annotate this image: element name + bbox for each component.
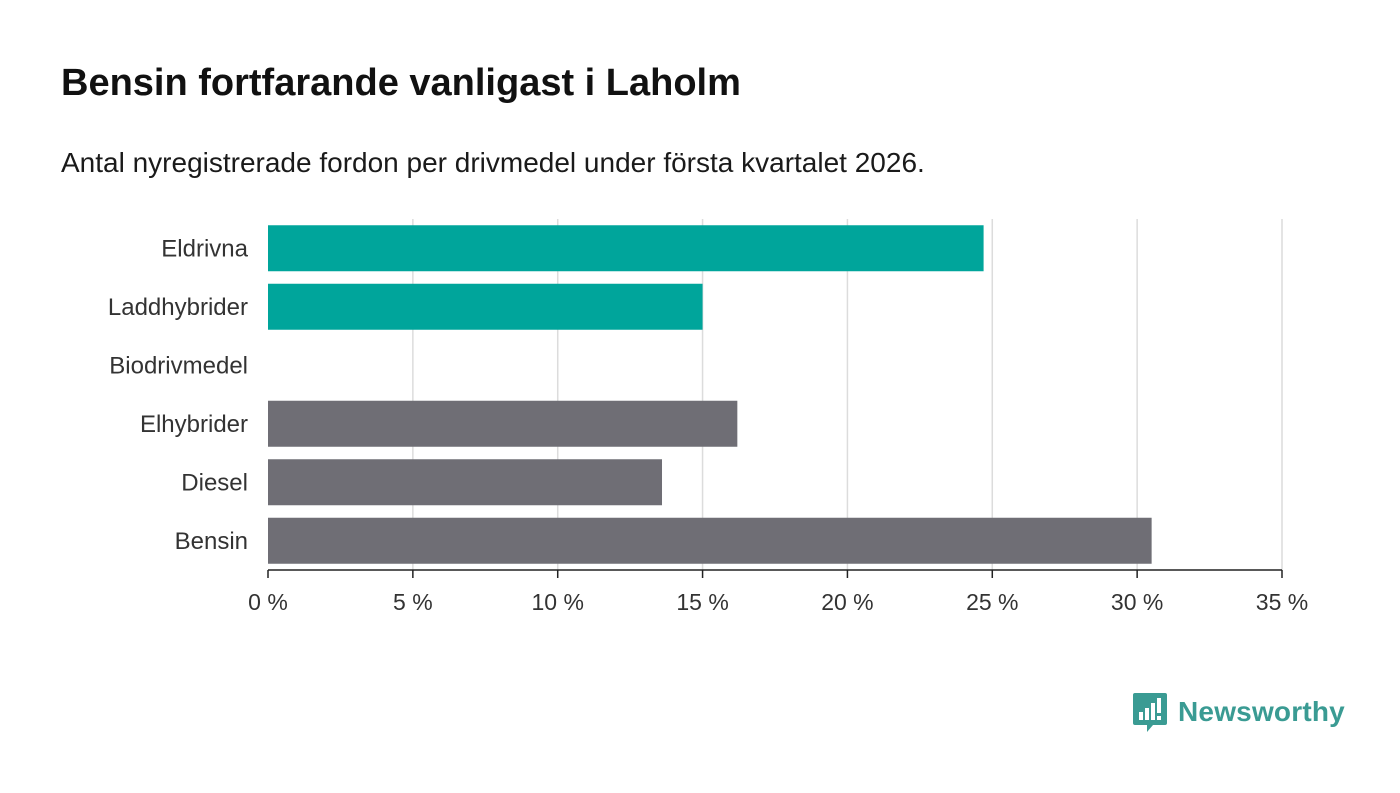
category-label: Biodrivmedel [109, 352, 248, 379]
x-tick-label: 35 % [1256, 589, 1308, 615]
x-tick-label: 25 % [966, 589, 1018, 615]
grid-lines [412, 219, 1283, 570]
x-tick-label: 5 % [393, 589, 433, 615]
bar-elhybrider [268, 400, 738, 447]
bar-laddhybrider [268, 283, 703, 330]
x-axis: 0 % 5 % 10 % 15 % 20 % 25 % 30 % 35 % [248, 569, 1308, 615]
x-tick-label: 20 % [821, 589, 873, 615]
brand-logo: Newsworthy [1132, 690, 1345, 734]
category-label: Laddhybrider [108, 294, 248, 321]
x-tick-label: 15 % [676, 589, 728, 615]
category-label: Eldrivna [161, 235, 248, 262]
x-tick-label: 30 % [1111, 589, 1163, 615]
category-label: Bensin [175, 528, 248, 555]
bar-bensin [268, 517, 1152, 564]
x-tick-label: 0 % [248, 589, 288, 615]
x-tick-label: 10 % [531, 589, 583, 615]
bar-eldrivna [268, 225, 984, 272]
bar-chart-speech-bubble-icon [1133, 693, 1167, 732]
brand-name: Newsworthy [1178, 696, 1345, 727]
category-label: Elhybrider [140, 411, 248, 438]
bar-chart: Eldrivna Laddhybrider Biodrivmedel Elhybrid… [108, 219, 1308, 615]
chart-subtitle: Antal nyregistrerade fordon per drivmede… [61, 147, 925, 178]
bars [268, 225, 1152, 564]
category-label: Diesel [181, 469, 248, 496]
bar-diesel [268, 459, 663, 506]
category-labels: Eldrivna Laddhybrider Biodrivmedel Elhybrid… [108, 235, 249, 555]
chart-title: Bensin fortfarande vanligast i Laholm [61, 62, 741, 104]
